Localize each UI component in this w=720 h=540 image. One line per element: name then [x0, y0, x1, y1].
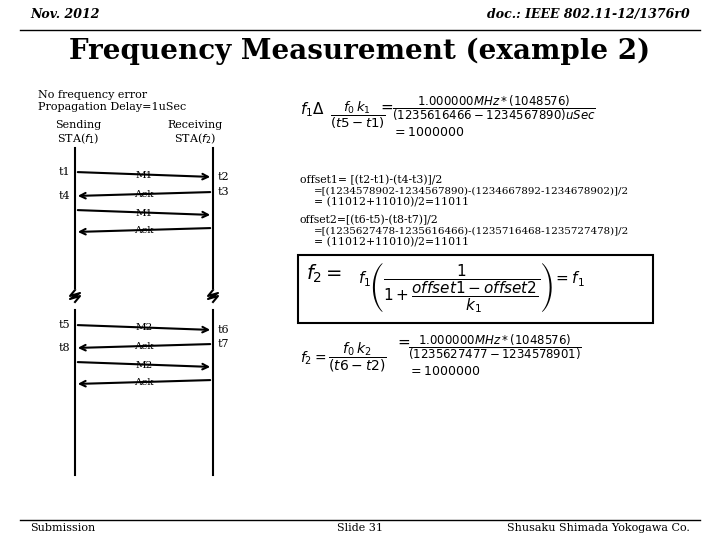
Text: Ack: Ack	[134, 190, 154, 199]
Text: t3: t3	[218, 187, 230, 197]
Text: $f_1\Delta$: $f_1\Delta$	[300, 100, 325, 119]
Text: M1: M1	[135, 208, 153, 218]
Text: $\dfrac{1.000000MHz*(1048576)}{(1235627477-1234578901)}$: $\dfrac{1.000000MHz*(1048576)}{(12356274…	[408, 332, 582, 362]
Text: offset2=[(t6-t5)-(t8-t7)]/2: offset2=[(t6-t5)-(t8-t7)]/2	[300, 215, 438, 225]
Text: Propagation Delay=1uSec: Propagation Delay=1uSec	[38, 102, 186, 112]
Text: Ack: Ack	[134, 342, 154, 351]
Text: $\dfrac{f_0\,k_1}{(t5-t1)}$: $\dfrac{f_0\,k_1}{(t5-t1)}$	[330, 100, 386, 131]
Text: =[(1234578902-1234567890)-(1234667892-1234678902)]/2: =[(1234578902-1234567890)-(1234667892-12…	[314, 186, 629, 195]
Text: Sending: Sending	[55, 120, 101, 130]
Text: $\dfrac{1.000000MHz*(1048576)}{(1235616466-1234567890)uSec}$: $\dfrac{1.000000MHz*(1048576)}{(12356164…	[392, 93, 595, 123]
Text: $= 1000000$: $= 1000000$	[392, 126, 464, 139]
Text: $f_2 = \dfrac{f_0\,k_2}{(t6-t2)}$: $f_2 = \dfrac{f_0\,k_2}{(t6-t2)}$	[300, 340, 387, 374]
Text: Frequency Measurement (example 2): Frequency Measurement (example 2)	[69, 38, 651, 65]
Text: Submission: Submission	[30, 523, 95, 533]
Text: =[(1235627478-1235616466)-(1235716468-1235727478)]/2: =[(1235627478-1235616466)-(1235716468-12…	[314, 226, 629, 235]
Text: t1: t1	[58, 167, 70, 177]
Text: t7: t7	[218, 339, 230, 349]
Text: $f_1\left(\dfrac{1}{1+\dfrac{offset1-offset2}{k_1}}\right) = f_1$: $f_1\left(\dfrac{1}{1+\dfrac{offset1-off…	[358, 260, 585, 315]
Text: M2: M2	[135, 361, 153, 369]
Text: STA($f_2$): STA($f_2$)	[174, 131, 216, 146]
Text: Receiving: Receiving	[167, 120, 222, 130]
Text: Slide 31: Slide 31	[337, 523, 383, 533]
Text: offset1= [(t2-t1)-(t4-t3)]/2: offset1= [(t2-t1)-(t4-t3)]/2	[300, 175, 442, 185]
Text: = (11012+11010)/2=11011: = (11012+11010)/2=11011	[314, 197, 469, 207]
Text: Shusaku Shimada Yokogawa Co.: Shusaku Shimada Yokogawa Co.	[507, 523, 690, 533]
Text: t5: t5	[58, 320, 70, 330]
Text: M2: M2	[135, 323, 153, 333]
Text: $=$: $=$	[378, 100, 394, 114]
Text: = (11012+11010)/2=11011: = (11012+11010)/2=11011	[314, 237, 469, 247]
Text: Nov. 2012: Nov. 2012	[30, 8, 99, 21]
Text: doc.: IEEE 802.11-12/1376r0: doc.: IEEE 802.11-12/1376r0	[487, 8, 690, 21]
Text: t4: t4	[58, 191, 70, 201]
Bar	[298, 255, 653, 323]
Text: STA($f_1$): STA($f_1$)	[57, 131, 99, 146]
Text: No frequency error: No frequency error	[38, 90, 147, 100]
Text: $f_2=$: $f_2=$	[306, 263, 342, 285]
Text: $=$: $=$	[395, 335, 411, 349]
Text: Ack: Ack	[134, 226, 154, 235]
Text: t6: t6	[218, 325, 230, 335]
Text: t2: t2	[218, 172, 230, 182]
Text: Ack: Ack	[134, 378, 154, 387]
Text: $= 1000000$: $= 1000000$	[408, 365, 480, 378]
Text: t8: t8	[58, 343, 70, 353]
Text: M1: M1	[135, 171, 153, 179]
